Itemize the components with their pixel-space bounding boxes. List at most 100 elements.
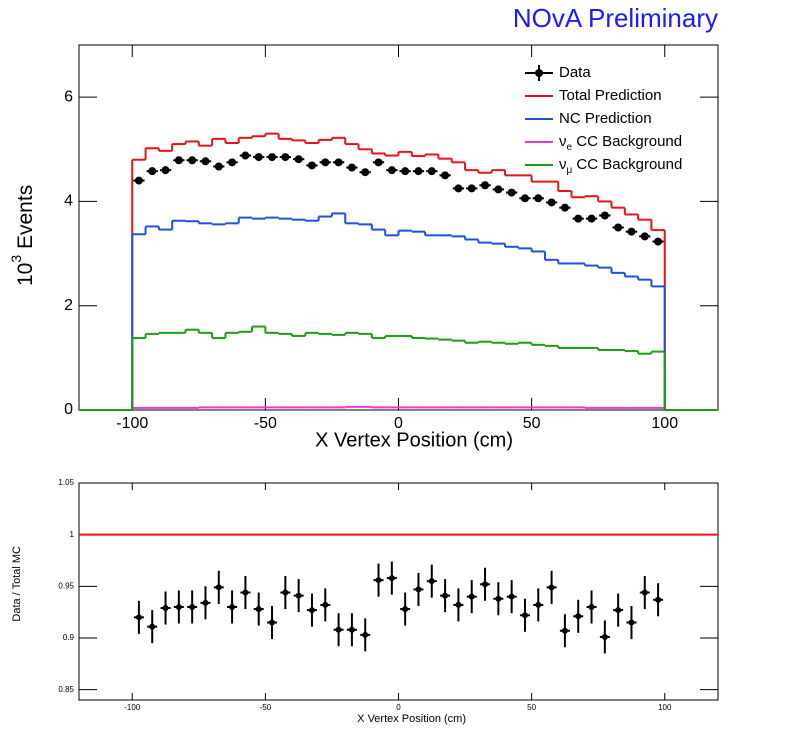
data-point: [521, 612, 528, 619]
x-tick-label: 100: [651, 415, 678, 432]
data-point: [467, 184, 476, 193]
data-point: [587, 214, 596, 223]
data-point: [615, 607, 622, 614]
data-point: [442, 592, 449, 599]
data-point: [454, 184, 463, 193]
y-tick-label: 0: [64, 401, 73, 418]
data-point: [482, 581, 489, 588]
data-point: [281, 153, 290, 162]
data-point: [561, 627, 568, 634]
data-point: [520, 194, 529, 203]
data-point: [242, 589, 249, 596]
data-point: [628, 619, 635, 626]
legend-name: Total Prediction: [559, 87, 662, 104]
legend-label: νe CC Background: [559, 133, 682, 153]
data-point: [614, 223, 623, 232]
data-point: [189, 604, 196, 610]
data-point: [547, 198, 556, 207]
chart-title: NOvA Preliminary: [513, 3, 718, 33]
data-point: [468, 593, 475, 600]
legend-swatch: [535, 69, 543, 77]
step-connector: [79, 213, 718, 411]
y-tick-label: 4: [64, 193, 73, 210]
data-point: [295, 592, 302, 599]
x-tick-label: -100: [116, 415, 148, 432]
legend-label: Total Prediction: [559, 87, 662, 104]
y-tick-label: 6: [64, 88, 73, 105]
legend-subscript: e: [567, 142, 573, 153]
data-point: [334, 158, 343, 167]
data-point: [388, 575, 395, 582]
data-point: [508, 593, 515, 600]
data-point: [415, 586, 422, 593]
x-axis-label: X Vertex Position (cm): [315, 429, 513, 451]
data-point: [455, 601, 462, 608]
data-point: [402, 606, 409, 613]
data-point: [241, 151, 250, 160]
data-point: [254, 153, 263, 162]
legend-label: NC Prediction: [559, 110, 652, 127]
data-point: [654, 237, 663, 246]
data-point: [268, 153, 277, 162]
data-point: [335, 626, 342, 633]
data-point: [348, 626, 355, 633]
data-point: [548, 584, 555, 591]
y-tick-label: 0.95: [58, 581, 74, 590]
data-point: [135, 614, 142, 621]
legend-label: νμ CC Background: [559, 156, 682, 176]
data-point: [161, 166, 170, 175]
data-point: [308, 607, 315, 614]
y-tick-label: 1.05: [58, 478, 74, 487]
data-point: [215, 584, 222, 591]
y-tick-label: 2: [64, 297, 73, 314]
data-point: [574, 214, 583, 223]
data-point: [494, 185, 503, 194]
data-point: [228, 158, 237, 167]
data-point: [362, 631, 369, 638]
data-point: [427, 167, 436, 176]
data-point: [414, 167, 423, 176]
y-label-base: 10: [14, 263, 37, 286]
x-tick-label: 0: [394, 415, 403, 432]
data-point: [535, 601, 542, 608]
data-point: [229, 604, 236, 610]
data-point: [655, 596, 662, 603]
legend-name: CC Background: [572, 133, 682, 150]
data-point: [601, 633, 608, 640]
data-point: [321, 158, 330, 167]
x-tick-label: -50: [260, 703, 272, 712]
data-point: [374, 158, 383, 167]
data-point: [361, 168, 370, 177]
data-point: [162, 605, 169, 612]
y-label-exponent: 3: [8, 255, 24, 263]
data-point: [294, 155, 303, 164]
data-point: [201, 157, 210, 166]
data-point: [428, 578, 435, 585]
data-point: [134, 176, 143, 185]
data-point: [641, 589, 648, 596]
data-point: [307, 161, 316, 170]
data-point: [188, 156, 197, 165]
legend-symbol: ν: [559, 156, 567, 173]
data-point: [588, 604, 595, 610]
x-tick-label: -100: [124, 703, 141, 712]
data-point: [375, 577, 382, 584]
y-label-text: Events: [14, 185, 37, 249]
data-point: [175, 604, 182, 610]
y-tick-label: 1: [70, 530, 75, 539]
data-point: [202, 599, 209, 606]
step-connector: [79, 133, 718, 411]
legend-symbol: ν: [559, 133, 567, 150]
data-point: [148, 167, 157, 176]
data-point: [387, 166, 396, 175]
y-axis-label: Data / Total MC: [11, 546, 23, 622]
y-tick-label: 0.9: [63, 633, 75, 642]
legend-name: CC Background: [572, 156, 682, 173]
data-point: [322, 601, 329, 608]
x-tick-label: 50: [523, 415, 541, 432]
data-point: [627, 227, 636, 236]
legend-name: NC Prediction: [559, 110, 652, 127]
data-point: [507, 188, 516, 197]
data-point: [282, 589, 289, 596]
